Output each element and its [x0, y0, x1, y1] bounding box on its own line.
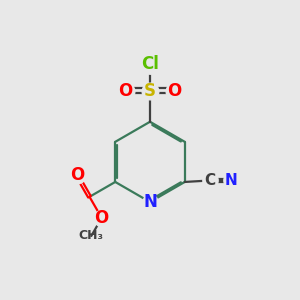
Text: O: O — [167, 82, 182, 100]
Text: O: O — [94, 209, 109, 227]
Text: O: O — [70, 166, 84, 184]
Text: Cl: Cl — [141, 55, 159, 73]
Text: O: O — [118, 82, 133, 100]
Text: N: N — [143, 193, 157, 211]
Text: C: C — [205, 173, 216, 188]
Text: N: N — [225, 173, 238, 188]
Text: CH₃: CH₃ — [79, 230, 104, 242]
Text: S: S — [144, 82, 156, 100]
